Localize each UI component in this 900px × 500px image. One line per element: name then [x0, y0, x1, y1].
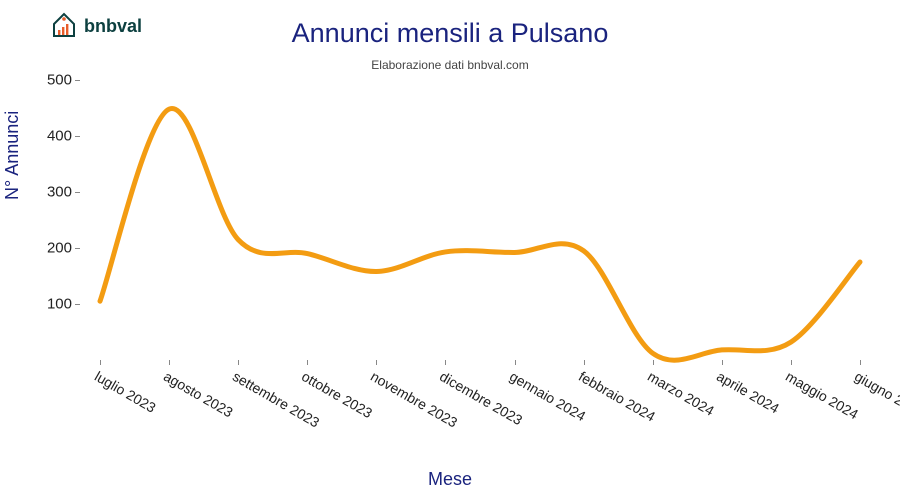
x-tick-label: luglio 2023 — [92, 368, 159, 416]
y-tick-label: 100 — [47, 296, 72, 313]
y-tick-mark — [75, 304, 80, 305]
y-axis-label: N° Annunci — [2, 111, 23, 200]
y-tick-mark — [75, 248, 80, 249]
plot-area: 100200300400500luglio 2023agosto 2023set… — [80, 80, 880, 360]
y-tick-label: 200 — [47, 240, 72, 257]
chart-subtitle: Elaborazione dati bnbval.com — [0, 58, 900, 72]
x-tick-label: febbraio 2024 — [576, 368, 658, 425]
y-tick-mark — [75, 80, 80, 81]
x-tick-label: aprile 2024 — [714, 368, 782, 416]
y-tick-label: 500 — [47, 72, 72, 89]
y-tick-label: 400 — [47, 128, 72, 145]
x-axis-label: Mese — [0, 469, 900, 490]
chart-title: Annunci mensili a Pulsano — [0, 18, 900, 49]
data-line — [100, 108, 860, 360]
y-tick-label: 300 — [47, 184, 72, 201]
x-tick-label: agosto 2023 — [161, 368, 236, 420]
x-tick-label: maggio 2024 — [783, 368, 861, 422]
y-tick-mark — [75, 192, 80, 193]
y-tick-mark — [75, 136, 80, 137]
x-tick-label: giugno 2024 — [852, 368, 900, 420]
line-chart-svg — [80, 80, 880, 360]
